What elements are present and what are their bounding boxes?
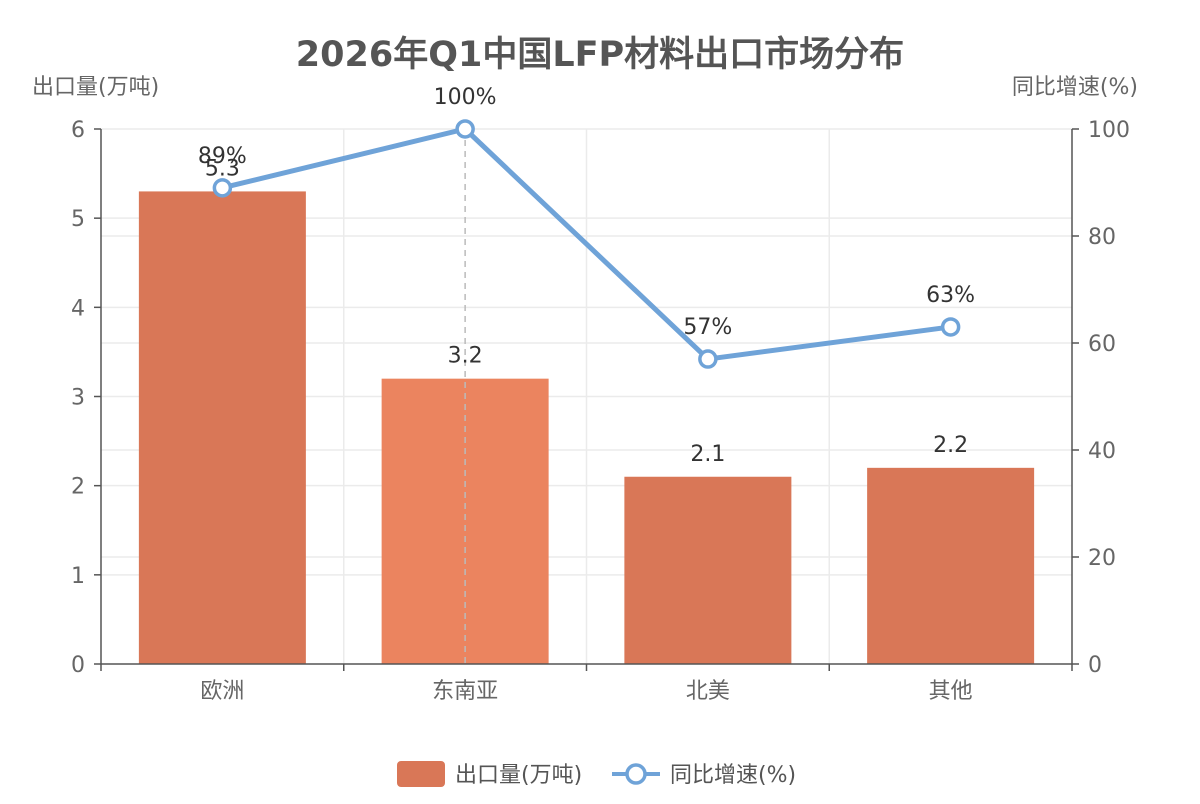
y-right-tick-label: 40 (1088, 439, 1116, 464)
bar-series[interactable] (138, 191, 1035, 664)
growth-point-其他[interactable] (940, 317, 961, 337)
bar-其他[interactable] (867, 467, 1035, 664)
chart-title: 2026年Q1中国LFP材料出口市场分布 (296, 35, 904, 75)
bar-北美[interactable] (624, 476, 792, 664)
line-value-label: 89% (198, 144, 247, 169)
y-axis-left-label: 出口量(万吨) (32, 75, 159, 100)
y-left-tick-label: 5 (71, 207, 85, 232)
bar-value-label: 5.3 (205, 156, 240, 181)
bar-value-label: 3.2 (448, 344, 483, 369)
y-right-tick-label: 20 (1088, 546, 1116, 571)
growth-point-东南亚[interactable] (455, 119, 475, 139)
y-right-tick-label: 60 (1088, 332, 1116, 357)
growth-point-欧洲[interactable] (212, 178, 233, 198)
legend-line-marker[interactable] (625, 763, 647, 785)
y-left-tick-label: 0 (71, 653, 85, 678)
growth-line[interactable] (221, 126, 951, 362)
y-left-tick-label: 2 (71, 475, 85, 500)
line-value-label: 63% (926, 283, 975, 308)
x-tick-label-北美: 北美 (686, 679, 730, 704)
y-left-tick-label: 1 (71, 564, 85, 589)
y-axis-right-label: 同比增速(%) (1012, 75, 1138, 100)
bar-value-label: 2.2 (933, 433, 968, 458)
line-value-label: 100% (434, 85, 497, 110)
x-tick-label-其他: 其他 (929, 679, 973, 704)
y-right-tick-label: 80 (1088, 225, 1116, 250)
y-right-tick-label: 100 (1088, 118, 1130, 143)
legend-line-label[interactable]: 同比增速(%) (670, 763, 796, 788)
line-value-label: 57% (683, 315, 732, 340)
legend-bar-label[interactable]: 出口量(万吨) (455, 763, 582, 788)
line-series[interactable] (212, 119, 961, 369)
y-left-tick-label: 3 (71, 386, 85, 411)
bar-value-label: 2.1 (690, 442, 725, 467)
y-left-tick-label: 4 (71, 296, 85, 321)
legend[interactable]: 出口量(万吨) 同比增速(%) (397, 761, 796, 788)
growth-point-北美[interactable] (698, 349, 718, 369)
x-tick-label-东南亚: 东南亚 (432, 679, 498, 704)
y-left-tick-label: 6 (71, 118, 85, 143)
data-labels: 5.3 3.2 2.1 2.2 89% 100% 57% 63% (198, 85, 975, 467)
legend-bar-swatch[interactable] (397, 761, 445, 787)
x-tick-label-欧洲: 欧洲 (200, 679, 244, 704)
y-right-tick-label: 0 (1088, 653, 1102, 678)
bar-东南亚[interactable] (381, 378, 549, 664)
bar-欧洲[interactable] (138, 191, 306, 664)
